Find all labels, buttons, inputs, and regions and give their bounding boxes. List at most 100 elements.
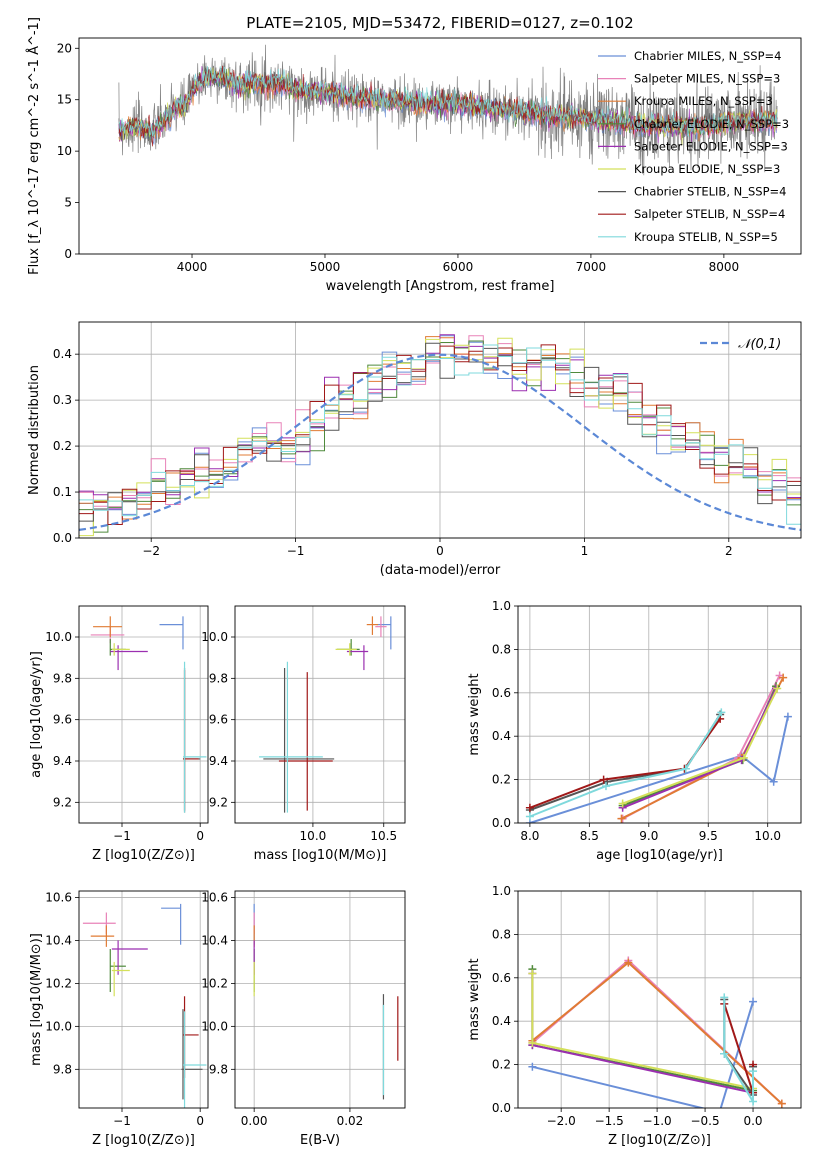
legend-label: Salpeter ELODIE, N_SSP=3	[634, 139, 788, 153]
panel-age_vs_mass: 10.0 10.5 9.2 9.4 9.6 9.8 10.0 mass [log10(M/M⊙…	[201, 605, 406, 863]
plus-marker	[525, 812, 534, 821]
x-axis-label: Z [log10(Z/Z⊙)]	[608, 1133, 711, 1148]
model-spectrum	[118, 65, 778, 138]
legend-label: Salpeter MILES, N_SSP=3	[634, 72, 780, 86]
y-axis-label: mass weight	[467, 958, 482, 1040]
plus-marker	[681, 764, 690, 773]
legend-label: Chabrier STELIB, N_SSP=4	[634, 185, 786, 199]
x-tick-label: 0.00	[241, 1114, 268, 1128]
plus-marker	[749, 1067, 758, 1076]
y-tick-label: 0.1	[53, 485, 72, 499]
x-tick-label: −1	[113, 829, 131, 843]
residual-histogram	[79, 336, 801, 520]
plot-area-mass_vs_EBV	[253, 903, 399, 1100]
legend-label: Kroupa ELODIE, N_SSP=3	[634, 162, 780, 176]
panel-mass_weight_vs_age: 8.0 8.5 9.0 9.5 10.0 0.0 0.2 0.4 0.6 0.8 1.0 age [l…	[467, 599, 802, 863]
mass-weight-line	[531, 969, 754, 1092]
mass-weight-line	[723, 997, 754, 1106]
legend-label: Chabrier MILES, N_SSP=4	[634, 49, 781, 63]
residual-histogram	[79, 342, 801, 522]
x-axis-label: wavelength [Angstrom, rest frame]	[326, 279, 555, 294]
y-tick-label: 1.0	[492, 884, 511, 898]
x-tick-label: 1	[581, 544, 589, 558]
x-tick-label: 5000	[310, 260, 341, 274]
x-tick-label: 10.0	[300, 829, 327, 843]
errorbar-point	[366, 616, 379, 635]
y-tick-label: 0.2	[492, 1058, 511, 1072]
y-tick-label: 0.2	[53, 439, 72, 453]
errorbar-point	[82, 912, 116, 934]
x-tick-label: 10.5	[370, 829, 397, 843]
y-tick-label: 10.0	[45, 1019, 72, 1033]
residual-histogram	[79, 340, 801, 533]
y-tick-label: 10.4	[201, 933, 228, 947]
y-tick-label: 9.4	[53, 754, 72, 768]
plus-marker	[749, 997, 758, 1006]
y-tick-label: 9.4	[209, 754, 228, 768]
errorbar-point	[111, 961, 130, 997]
y-tick-label: 0.0	[492, 816, 511, 830]
axes-frame	[78, 37, 802, 255]
plus-marker	[624, 958, 633, 967]
y-tick-label: 10.6	[45, 890, 72, 904]
mass-weight-line	[532, 1001, 754, 1108]
y-tick-label: 9.2	[53, 795, 72, 809]
plus-marker	[618, 799, 627, 808]
y-tick-label: 10.2	[45, 976, 72, 990]
errorbar-point	[182, 661, 207, 813]
axes-frame	[234, 890, 406, 1109]
plus-marker	[720, 993, 729, 1002]
panel-mass_vs_Z: −1 0 9.8 10.0 10.2 10.4 10.6 Z [log10(Z/Z⊙)] mas…	[29, 890, 209, 1148]
plot-area-age_vs_mass	[259, 616, 392, 813]
plus-marker	[779, 673, 788, 682]
y-tick-label: 9.8	[53, 1062, 72, 1076]
x-tick-label: 4000	[177, 260, 208, 274]
x-axis-label: Z [log10(Z/Z⊙)]	[92, 848, 195, 863]
plot-area-mass_vs_Z	[82, 903, 207, 1108]
errorbar-point	[335, 643, 357, 656]
chart-title: PLATE=2105, MJD=53472, FIBERID=0127, z=0…	[246, 14, 633, 32]
x-tick-label: −1.5	[595, 1114, 624, 1128]
legend-label: Kroupa STELIB, N_SSP=5	[634, 230, 778, 244]
y-axis-label: mass [log10(M/M⊙)]	[29, 933, 44, 1066]
errorbar-point	[376, 616, 392, 650]
errorbar-point	[182, 670, 199, 811]
y-tick-label: 10	[57, 144, 72, 158]
y-tick-label: 1.0	[492, 599, 511, 613]
x-tick-label: 0	[196, 829, 204, 843]
plus-marker	[528, 1062, 537, 1071]
legend-label: Salpeter STELIB, N_SSP=4	[634, 207, 785, 221]
errorbar-point	[337, 639, 360, 656]
y-tick-label: 5	[64, 196, 72, 210]
legend-label: 𝒩(0,1)	[738, 337, 781, 352]
legend: Chabrier MILES, N_SSP=4 Salpeter MILES, N…	[598, 49, 789, 244]
mass-weight-line	[529, 716, 789, 823]
plus-marker	[599, 775, 608, 784]
errorbar-point	[111, 940, 148, 975]
y-tick-label: 0.4	[492, 729, 511, 743]
y-tick-label: 9.6	[53, 713, 72, 727]
panel-spectrum: 4000 5000 6000 7000 8000 0 5 10 15 20 wavelength […	[26, 14, 802, 294]
y-tick-label: 20	[57, 41, 72, 55]
errorbar-point	[182, 1011, 207, 1108]
plus-marker	[773, 684, 782, 693]
mass-weight-line	[529, 713, 721, 811]
legend-label: Kroupa MILES, N_SSP=3	[634, 94, 773, 108]
y-tick-label: 10.4	[45, 933, 72, 947]
x-tick-label: −1	[287, 544, 305, 558]
axes-frame	[517, 605, 802, 824]
plus-marker	[528, 1038, 537, 1047]
y-tick-label: 0.0	[492, 1101, 511, 1115]
y-tick-label: 0.2	[492, 773, 511, 787]
y-tick-label: 0.4	[53, 347, 72, 361]
y-tick-label: 0.4	[492, 1014, 511, 1028]
x-tick-label: 0.02	[337, 1114, 364, 1128]
errorbar-point	[182, 996, 199, 1078]
y-tick-label: 0.8	[492, 927, 511, 941]
mass-weight-line	[531, 973, 754, 1090]
errorbar-point	[111, 643, 130, 656]
y-tick-label: 0.0	[53, 531, 72, 545]
panel-age_vs_Z: −1 0 9.2 9.4 9.6 9.8 10.0 Z [log10(Z/Z⊙)] age [l…	[29, 605, 209, 863]
x-tick-label: 8000	[709, 260, 740, 274]
